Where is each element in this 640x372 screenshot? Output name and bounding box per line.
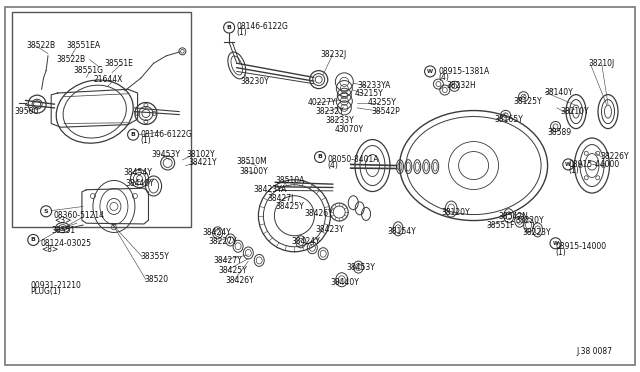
Text: 38427J: 38427J [268,194,294,203]
Text: 39453Y: 39453Y [152,150,180,158]
Text: B: B [227,25,232,30]
Text: 43070Y: 43070Y [335,125,364,134]
Text: 08146-6122G: 08146-6122G [237,22,289,31]
Text: (4): (4) [438,73,449,82]
Text: 08146-6122G: 08146-6122G [141,130,193,139]
Text: 38520: 38520 [144,275,168,284]
Text: 38421Y: 38421Y [189,158,218,167]
Text: 38140Y: 38140Y [544,88,573,97]
Text: 38210J: 38210J [589,59,615,68]
Text: 38440Y: 38440Y [125,179,154,187]
Text: 38355Y: 38355Y [141,252,170,261]
Bar [12,12,191,227]
Text: <3>: <3> [54,217,71,225]
Text: W: W [552,241,559,246]
Text: 38233YA: 38233YA [357,81,390,90]
Text: 38210Y: 38210Y [560,107,589,116]
Text: B: B [317,154,323,160]
Circle shape [424,66,436,77]
Text: 38230Y: 38230Y [241,77,269,86]
Circle shape [127,129,139,140]
Text: 38426Y: 38426Y [305,209,333,218]
Text: 08915-44000: 08915-44000 [568,160,620,169]
Text: 38232H: 38232H [447,81,476,90]
Text: 08050-8401A: 08050-8401A [328,155,379,164]
Text: B: B [131,132,136,137]
Text: (1): (1) [141,136,152,145]
Circle shape [314,151,326,163]
Circle shape [563,159,574,170]
Text: 38120Y: 38120Y [442,208,470,217]
Text: W: W [565,162,572,167]
Circle shape [550,238,561,249]
Text: 38551G: 38551G [73,66,103,75]
Text: 38551: 38551 [51,226,76,235]
Text: 38427Y: 38427Y [213,256,242,265]
Text: 38423Y: 38423Y [316,225,344,234]
Text: 08915-14000: 08915-14000 [556,242,607,251]
Text: 38233Y: 38233Y [325,116,354,125]
Text: 38510A: 38510A [275,176,305,185]
Text: <8>: <8> [41,245,58,254]
Text: 08360-51214: 08360-51214 [54,211,105,219]
Text: 38100Y: 38100Y [239,167,268,176]
Text: 38425Y: 38425Y [219,266,248,275]
Text: 38125Y: 38125Y [513,97,542,106]
Text: J.38 0087: J.38 0087 [576,347,612,356]
Text: 43215Y: 43215Y [355,89,383,98]
Text: 38424Y: 38424Y [202,228,231,237]
Text: (1): (1) [556,248,566,257]
Text: 38589: 38589 [547,128,572,137]
Text: (1): (1) [237,28,248,37]
Text: 38424Y: 38424Y [291,237,320,246]
Text: 39500: 39500 [14,107,38,116]
Text: 38453Y: 38453Y [347,263,376,272]
Text: 38551EA: 38551EA [67,41,100,50]
Text: PLUG(1): PLUG(1) [31,287,61,296]
Text: 38426Y: 38426Y [225,276,254,285]
Text: 38542P: 38542P [372,107,401,116]
Text: 38551E: 38551E [104,59,133,68]
Text: 08124-03025: 08124-03025 [41,239,92,248]
Text: (1): (1) [568,166,579,175]
Text: 38226Y: 38226Y [600,153,629,161]
Text: 38165Y: 38165Y [494,115,523,124]
Text: 40227Y: 40227Y [307,98,336,107]
Text: 43255Y: 43255Y [368,98,397,107]
Text: 38542N: 38542N [498,212,528,221]
Text: 38551F: 38551F [486,221,515,230]
Text: 38232J: 38232J [320,50,346,59]
Text: 38223Y: 38223Y [523,228,552,237]
Circle shape [40,206,52,217]
Text: 38522B: 38522B [27,41,56,50]
Circle shape [223,22,235,33]
Text: 21644X: 21644X [93,75,123,84]
Text: 00931-21210: 00931-21210 [31,281,81,290]
Text: 38154Y: 38154Y [387,227,416,236]
Text: 38423YA: 38423YA [253,185,287,194]
Text: 38102Y: 38102Y [186,150,215,159]
Text: W: W [427,69,433,74]
Text: 38510M: 38510M [237,157,268,166]
Text: S: S [44,209,49,214]
Text: 38522B: 38522B [56,55,86,64]
Text: 38440Y: 38440Y [330,278,359,287]
Text: 38227Y: 38227Y [208,237,237,246]
Text: 38454Y: 38454Y [124,168,152,177]
Text: 08915-1381A: 08915-1381A [438,67,490,76]
Text: B: B [31,237,36,243]
Circle shape [28,234,39,246]
Text: 38220Y: 38220Y [515,216,544,225]
Text: (4): (4) [328,161,339,170]
Text: 38232Y: 38232Y [316,107,344,116]
Text: 38425Y: 38425Y [275,202,304,211]
